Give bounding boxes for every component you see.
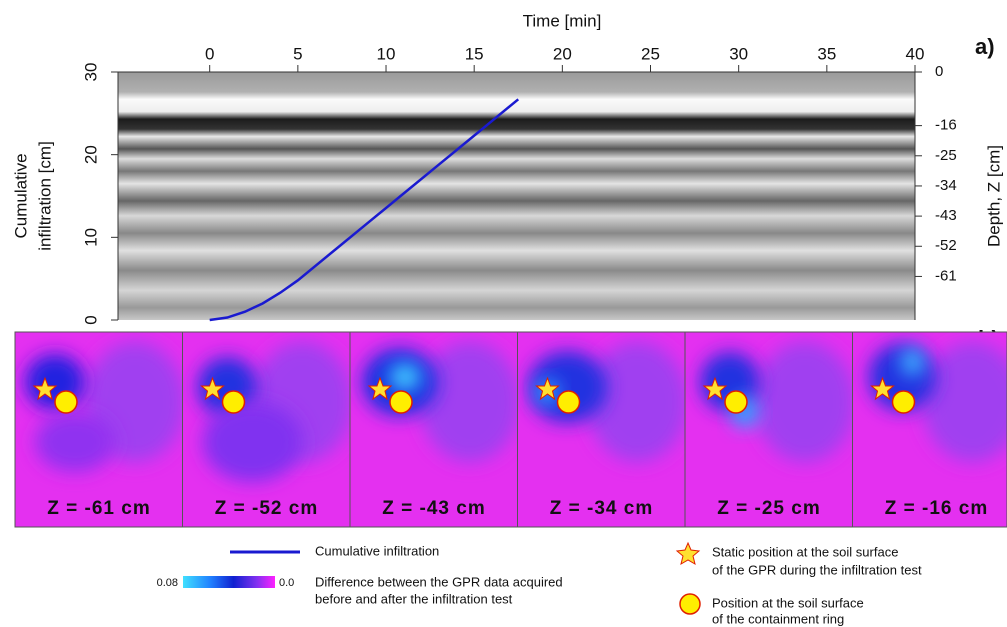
ring-marker	[556, 390, 581, 414]
ring-marker	[891, 390, 916, 414]
ring-marker	[54, 390, 78, 414]
ring-marker	[724, 390, 748, 414]
x-tick-label: 0	[205, 44, 214, 63]
map	[517, 332, 685, 527]
y2-tick-label: -25	[935, 147, 957, 164]
map	[182, 332, 350, 527]
star-marker	[870, 376, 895, 401]
y2-tick-label: -16	[935, 117, 957, 134]
y-tick-label: 0	[81, 315, 100, 324]
map-blob	[900, 348, 925, 376]
y2-tick-label: -52	[935, 237, 957, 254]
ring-marker	[389, 390, 413, 414]
star-marker	[535, 376, 560, 401]
map-blob	[389, 363, 421, 391]
map-label: Z = -34 cm	[550, 498, 653, 519]
x-tick-label: 10	[377, 44, 396, 63]
legend: Cumulative infiltration 0.08 0.0 Differe…	[157, 541, 922, 626]
map-label: Z = -52 cm	[215, 498, 318, 519]
map-blob	[35, 412, 115, 472]
legend-text: Static position at the soil surface	[712, 544, 898, 559]
legend-text: Position at the soil surface	[712, 595, 864, 610]
map-patch	[587, 342, 685, 462]
star-icon	[675, 541, 701, 566]
x-tick-label: 20	[553, 44, 572, 63]
legend-text: of the containment ring	[712, 611, 844, 626]
map-label: Z = -43 cm	[382, 498, 485, 519]
map-label: Z = -25 cm	[717, 498, 820, 519]
star-marker	[702, 376, 728, 401]
x-tick-label: 40	[906, 44, 925, 63]
map-patch	[922, 342, 1007, 462]
ring-marker	[221, 390, 246, 414]
colorbar-label: 0.08	[157, 577, 178, 589]
legend-text: before and after the infiltration test	[315, 591, 513, 606]
y2-tick-label: 0	[935, 63, 943, 80]
map-patch	[420, 342, 518, 462]
map	[852, 332, 1007, 527]
y-tick-label: 30	[81, 63, 100, 82]
x-label: Time [min]	[523, 11, 602, 30]
star-marker	[367, 376, 393, 401]
map-label: Z = -61 cm	[47, 498, 150, 519]
y-tick-label: 10	[81, 228, 100, 247]
map-label: Z = -16 cm	[885, 498, 988, 519]
series-line	[209, 98, 520, 322]
legend-text: of the GPR during the infiltration test	[712, 562, 922, 577]
map-blob	[202, 402, 303, 482]
legend-text: Cumulative infiltration	[315, 543, 439, 558]
y-label: Cumulative	[11, 153, 30, 238]
y-tick-label: 20	[81, 145, 100, 164]
x-tick-label: 25	[641, 44, 660, 63]
map-patch	[755, 342, 853, 462]
map	[15, 332, 183, 527]
legend-text: Difference between the GPR data acquired	[315, 574, 563, 589]
x-tick-label: 5	[293, 44, 302, 63]
y2-tick-label: -34	[935, 177, 957, 194]
colorbar-label: 0.0	[279, 577, 294, 589]
circle-icon	[679, 593, 701, 615]
radargram	[118, 72, 915, 320]
y2-tick-label: -61	[935, 267, 957, 284]
star-marker	[32, 376, 58, 401]
map-border	[852, 331, 1007, 528]
panel-label: a)	[975, 34, 995, 59]
x-tick-label: 30	[729, 44, 748, 63]
y2-tick-label: -43	[935, 207, 957, 224]
map	[350, 332, 518, 527]
maps: Z = -61 cm Z = -52 cm Z = -43 cm Z = -34 cm…	[14, 331, 1007, 528]
y2-label: Depth, Z [cm]	[984, 145, 1003, 247]
y-label: infiltration [cm]	[35, 141, 54, 251]
star-marker	[200, 376, 225, 401]
x-tick-label: 35	[817, 44, 836, 63]
x-tick-label: 15	[465, 44, 484, 63]
map-blob	[527, 351, 608, 423]
colorbar	[183, 576, 275, 588]
